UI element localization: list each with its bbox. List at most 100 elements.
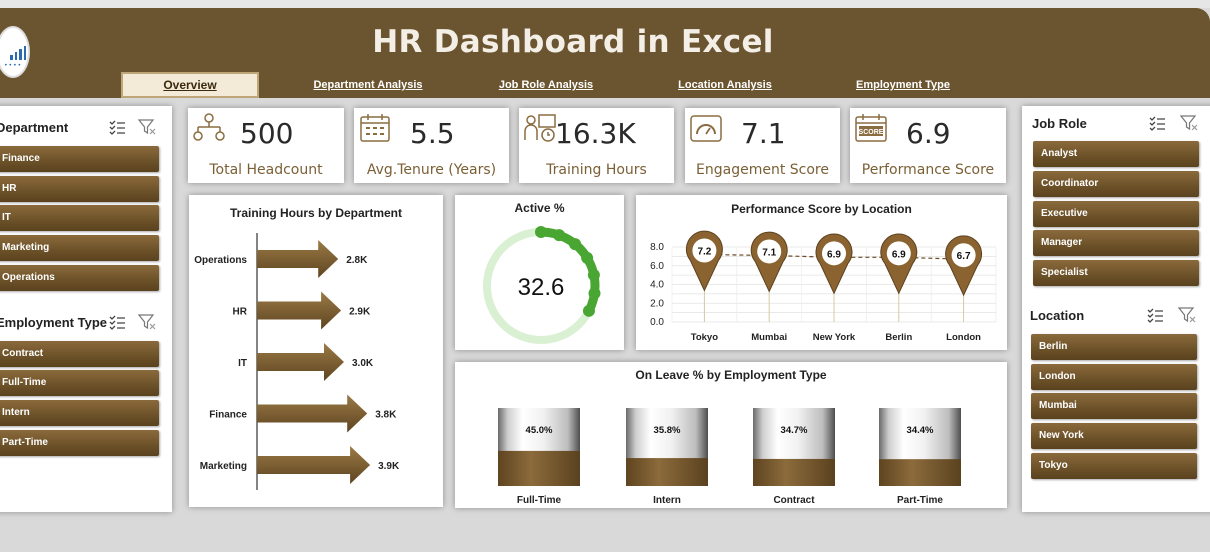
y-tick-label: 2.0 bbox=[650, 298, 664, 309]
category-label: Operations bbox=[194, 255, 247, 266]
kpi-card-headcount: 500 Total Headcount bbox=[188, 108, 344, 183]
employment-type-slicer-title: Employment Type bbox=[0, 315, 108, 330]
chart-title: On Leave % by Employment Type bbox=[635, 368, 827, 382]
gauge-bead bbox=[587, 268, 600, 281]
data-label: 45.0% bbox=[526, 425, 553, 436]
kpi-card-training-hours: 16.3K Training Hours bbox=[519, 108, 674, 183]
pin-label-bg bbox=[886, 241, 911, 266]
kpi-value: 500 bbox=[240, 117, 294, 150]
trainer-icon bbox=[524, 114, 556, 142]
category-label: Part-Time bbox=[897, 495, 943, 506]
cylinder-fill bbox=[626, 458, 708, 486]
slicer-item-specialist[interactable]: Specialist bbox=[1033, 260, 1199, 286]
training-hours-chart: Operations 2.8K HR 2.9K IT 3.0K Finance 3.8K Mar… bbox=[194, 233, 400, 490]
kpi-label: Training Hours bbox=[546, 162, 647, 178]
kpi-label: Performance Score bbox=[861, 162, 995, 178]
slicer-item-intern[interactable]: Intern bbox=[0, 400, 159, 426]
y-tick-label: 4.0 bbox=[650, 280, 664, 291]
category-label: HR bbox=[233, 307, 248, 318]
cylinder-fill bbox=[879, 459, 961, 486]
org-chart-icon bbox=[193, 113, 225, 141]
multi-select-icon[interactable] bbox=[1146, 306, 1164, 324]
pin-label-bg bbox=[822, 241, 846, 266]
pin-label-bg bbox=[951, 243, 976, 268]
tab-location-analysis[interactable]: Location Analysis bbox=[678, 79, 772, 91]
clear-filter-icon[interactable] bbox=[1178, 306, 1196, 324]
cylinder-fill bbox=[498, 450, 580, 486]
category-label: London bbox=[946, 332, 981, 343]
slicer-item-manager[interactable]: Manager bbox=[1033, 230, 1199, 256]
chart-title: Training Hours by Department bbox=[229, 206, 403, 220]
clear-filter-icon[interactable] bbox=[138, 313, 156, 331]
slicer-item-tokyo[interactable]: Tokyo bbox=[1031, 453, 1197, 479]
right-slicer-panel: Job Role Analyst Coordinator Executive M… bbox=[1022, 106, 1210, 512]
tab-employment-type[interactable]: Employment Type bbox=[856, 79, 950, 91]
clear-filter-icon[interactable] bbox=[138, 118, 156, 136]
gauge-bead bbox=[535, 226, 547, 238]
gauge-value: 32.6 bbox=[518, 274, 565, 301]
data-label: 7.2 bbox=[697, 247, 711, 258]
category-label: Intern bbox=[653, 495, 681, 506]
multi-select-icon[interactable] bbox=[108, 118, 126, 136]
job-role-slicer-title: Job Role bbox=[1032, 116, 1087, 131]
score-icon: SCORE bbox=[855, 114, 887, 142]
data-label: 2.8K bbox=[346, 255, 368, 266]
slicer-item-finance[interactable]: Finance bbox=[0, 146, 159, 172]
tab-department-analysis[interactable]: Department Analysis bbox=[313, 79, 423, 91]
slicer-item-full-time[interactable]: Full-Time bbox=[0, 370, 159, 396]
active-percent-gauge: 32.6 bbox=[483, 226, 601, 344]
slicer-item-part-time[interactable]: Part-Time bbox=[0, 430, 159, 456]
kpi-card-performance: SCORE 6.9 Performance Score bbox=[850, 108, 1006, 183]
multi-select-icon[interactable] bbox=[108, 313, 126, 331]
slicer-item-executive[interactable]: Executive bbox=[1033, 201, 1199, 227]
slicer-item-contract[interactable]: Contract bbox=[0, 341, 159, 367]
slicer-item-mumbai[interactable]: Mumbai bbox=[1031, 393, 1197, 419]
gauge-bead bbox=[581, 251, 594, 264]
slicer-item-hr[interactable]: HR bbox=[0, 176, 159, 202]
bar-it bbox=[257, 343, 344, 381]
data-label: 34.7% bbox=[781, 425, 808, 436]
data-label: 6.9 bbox=[827, 249, 841, 260]
slicer-item-london[interactable]: London bbox=[1031, 364, 1197, 390]
chart-title: Active % bbox=[514, 201, 565, 215]
slicer-item-new-york[interactable]: New York bbox=[1031, 423, 1197, 449]
slicer-item-coordinator[interactable]: Coordinator bbox=[1033, 171, 1199, 197]
category-label: Finance bbox=[209, 410, 247, 421]
data-label: 34.4% bbox=[907, 425, 934, 436]
header-bar: •••• HR Dashboard in Excel Overview Depa… bbox=[0, 8, 1210, 98]
y-tick-label: 6.0 bbox=[650, 261, 664, 272]
data-label: 3.8K bbox=[375, 410, 397, 421]
category-label: Mumbai bbox=[751, 332, 787, 343]
multi-select-icon[interactable] bbox=[1148, 114, 1166, 132]
training-hours-chart-panel: Training Hours by Department Operations 2… bbox=[189, 195, 443, 507]
slicer-item-berlin[interactable]: Berlin bbox=[1031, 334, 1197, 360]
kpi-value: 6.9 bbox=[906, 117, 951, 150]
kpi-card-engagement: 7.1 Engagement Score bbox=[685, 108, 840, 183]
category-label: Contract bbox=[773, 495, 815, 506]
category-label: New York bbox=[813, 332, 856, 343]
on-leave-panel: On Leave % by Employment Type 45.0% Full-… bbox=[455, 362, 1007, 508]
page-title: HR Dashboard in Excel bbox=[372, 24, 774, 60]
kpi-value: 7.1 bbox=[741, 117, 786, 150]
y-tick-label: 8.0 bbox=[650, 242, 664, 253]
left-slicer-panel: Department Finance HR IT Marketing Opera… bbox=[0, 106, 172, 512]
data-label: 3.0K bbox=[352, 358, 374, 369]
slicer-item-marketing[interactable]: Marketing bbox=[0, 235, 159, 261]
category-label: Tokyo bbox=[691, 332, 718, 343]
slicer-item-operations[interactable]: Operations bbox=[0, 265, 159, 291]
clear-filter-icon[interactable] bbox=[1180, 114, 1198, 132]
y-tick-label: 0.0 bbox=[650, 317, 664, 328]
slicer-item-it[interactable]: IT bbox=[0, 205, 159, 231]
gauge-bead bbox=[553, 229, 566, 242]
kpi-value: 5.5 bbox=[410, 117, 455, 150]
tab-overview[interactable]: Overview bbox=[121, 72, 259, 98]
active-percent-panel: Active % 32.6 bbox=[455, 195, 624, 350]
bar-finance bbox=[257, 394, 368, 433]
bar-marketing bbox=[257, 446, 371, 484]
tab-job-role-analysis[interactable]: Job Role Analysis bbox=[498, 79, 594, 91]
top-band bbox=[0, 0, 1210, 8]
on-leave-chart: 45.0% Full-Time 35.8% Intern 34.7% Contract 34… bbox=[498, 408, 961, 506]
data-label: 7.1 bbox=[762, 247, 776, 258]
slicer-item-analyst[interactable]: Analyst bbox=[1033, 141, 1199, 167]
cylinder-fill bbox=[753, 458, 835, 486]
